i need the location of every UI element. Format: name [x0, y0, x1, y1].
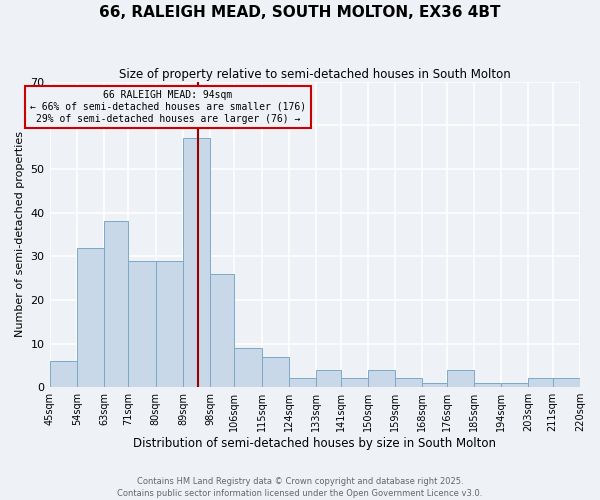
Bar	[77, 248, 104, 387]
Y-axis label: Number of semi-detached properties: Number of semi-detached properties	[15, 132, 25, 338]
Text: 66, RALEIGH MEAD, SOUTH MOLTON, EX36 4BT: 66, RALEIGH MEAD, SOUTH MOLTON, EX36 4BT	[99, 5, 501, 20]
Bar	[368, 370, 395, 387]
Bar	[474, 383, 501, 387]
Bar	[128, 260, 155, 387]
Bar	[316, 370, 341, 387]
Bar	[553, 378, 580, 387]
Bar	[529, 378, 553, 387]
Bar	[104, 222, 128, 387]
Bar	[155, 260, 183, 387]
Bar	[289, 378, 316, 387]
Text: 66 RALEIGH MEAD: 94sqm
← 66% of semi-detached houses are smaller (176)
29% of se: 66 RALEIGH MEAD: 94sqm ← 66% of semi-det…	[29, 90, 306, 124]
Bar	[446, 370, 474, 387]
Bar	[235, 348, 262, 387]
Bar	[422, 383, 446, 387]
Bar	[183, 138, 210, 387]
X-axis label: Distribution of semi-detached houses by size in South Molton: Distribution of semi-detached houses by …	[133, 437, 496, 450]
Bar	[341, 378, 368, 387]
Text: Contains HM Land Registry data © Crown copyright and database right 2025.
Contai: Contains HM Land Registry data © Crown c…	[118, 476, 482, 498]
Bar	[395, 378, 422, 387]
Bar	[501, 383, 529, 387]
Bar	[210, 274, 235, 387]
Title: Size of property relative to semi-detached houses in South Molton: Size of property relative to semi-detach…	[119, 68, 511, 80]
Bar	[50, 361, 77, 387]
Bar	[262, 356, 289, 387]
